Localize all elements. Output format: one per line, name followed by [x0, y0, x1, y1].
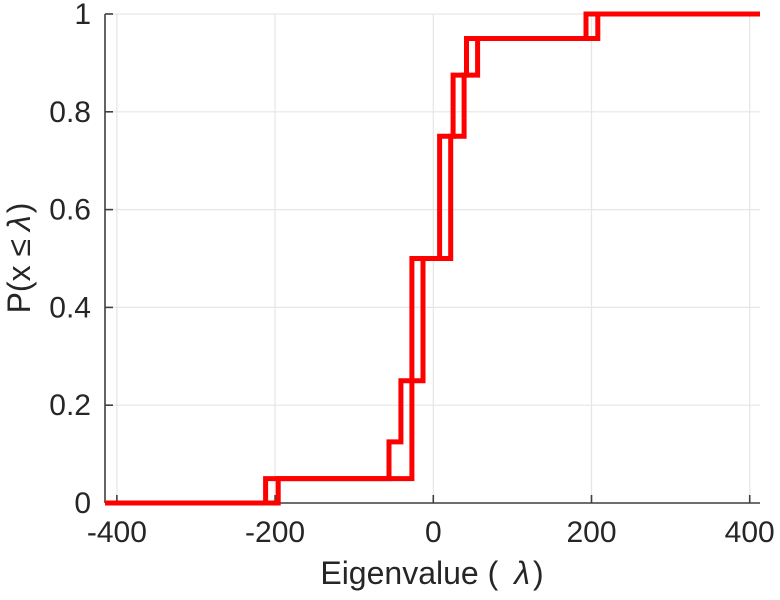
x-tick-label: -200: [245, 516, 305, 549]
y-tick-label: 0.8: [49, 96, 91, 129]
lambda-symbol: λ: [512, 555, 530, 591]
ecdf-series: [105, 11, 760, 506]
x-axis-label-text: Eigenvalue (: [320, 555, 498, 591]
x-tick-label: 0: [425, 516, 442, 549]
y-tick-label: 0.6: [49, 194, 91, 227]
tick-labels: -400 -200 0 200 400 0 0.2 0.4 0.6 0.8 1: [49, 0, 774, 549]
y-tick-label: 0.4: [49, 291, 91, 324]
y-tick-label: 0: [74, 487, 91, 520]
x-tick-label: 200: [566, 516, 616, 549]
y-tick-label: 1: [74, 0, 91, 31]
x-axis-label: Eigenvalue ( λ): [320, 555, 543, 591]
y-axis-label: P(x ≤ λ): [1, 203, 37, 314]
x-axis-label-suffix: ): [533, 555, 544, 591]
x-tick-label: -400: [87, 516, 147, 549]
ecdf-curve-2: [105, 11, 760, 506]
y-axis-label-suffix: ): [1, 203, 37, 214]
x-tick-label: 400: [725, 516, 775, 549]
y-tick-label: 0.2: [49, 389, 91, 422]
lambda-symbol: λ: [1, 215, 37, 233]
y-axis-label-text: P(x ≤: [1, 239, 37, 313]
